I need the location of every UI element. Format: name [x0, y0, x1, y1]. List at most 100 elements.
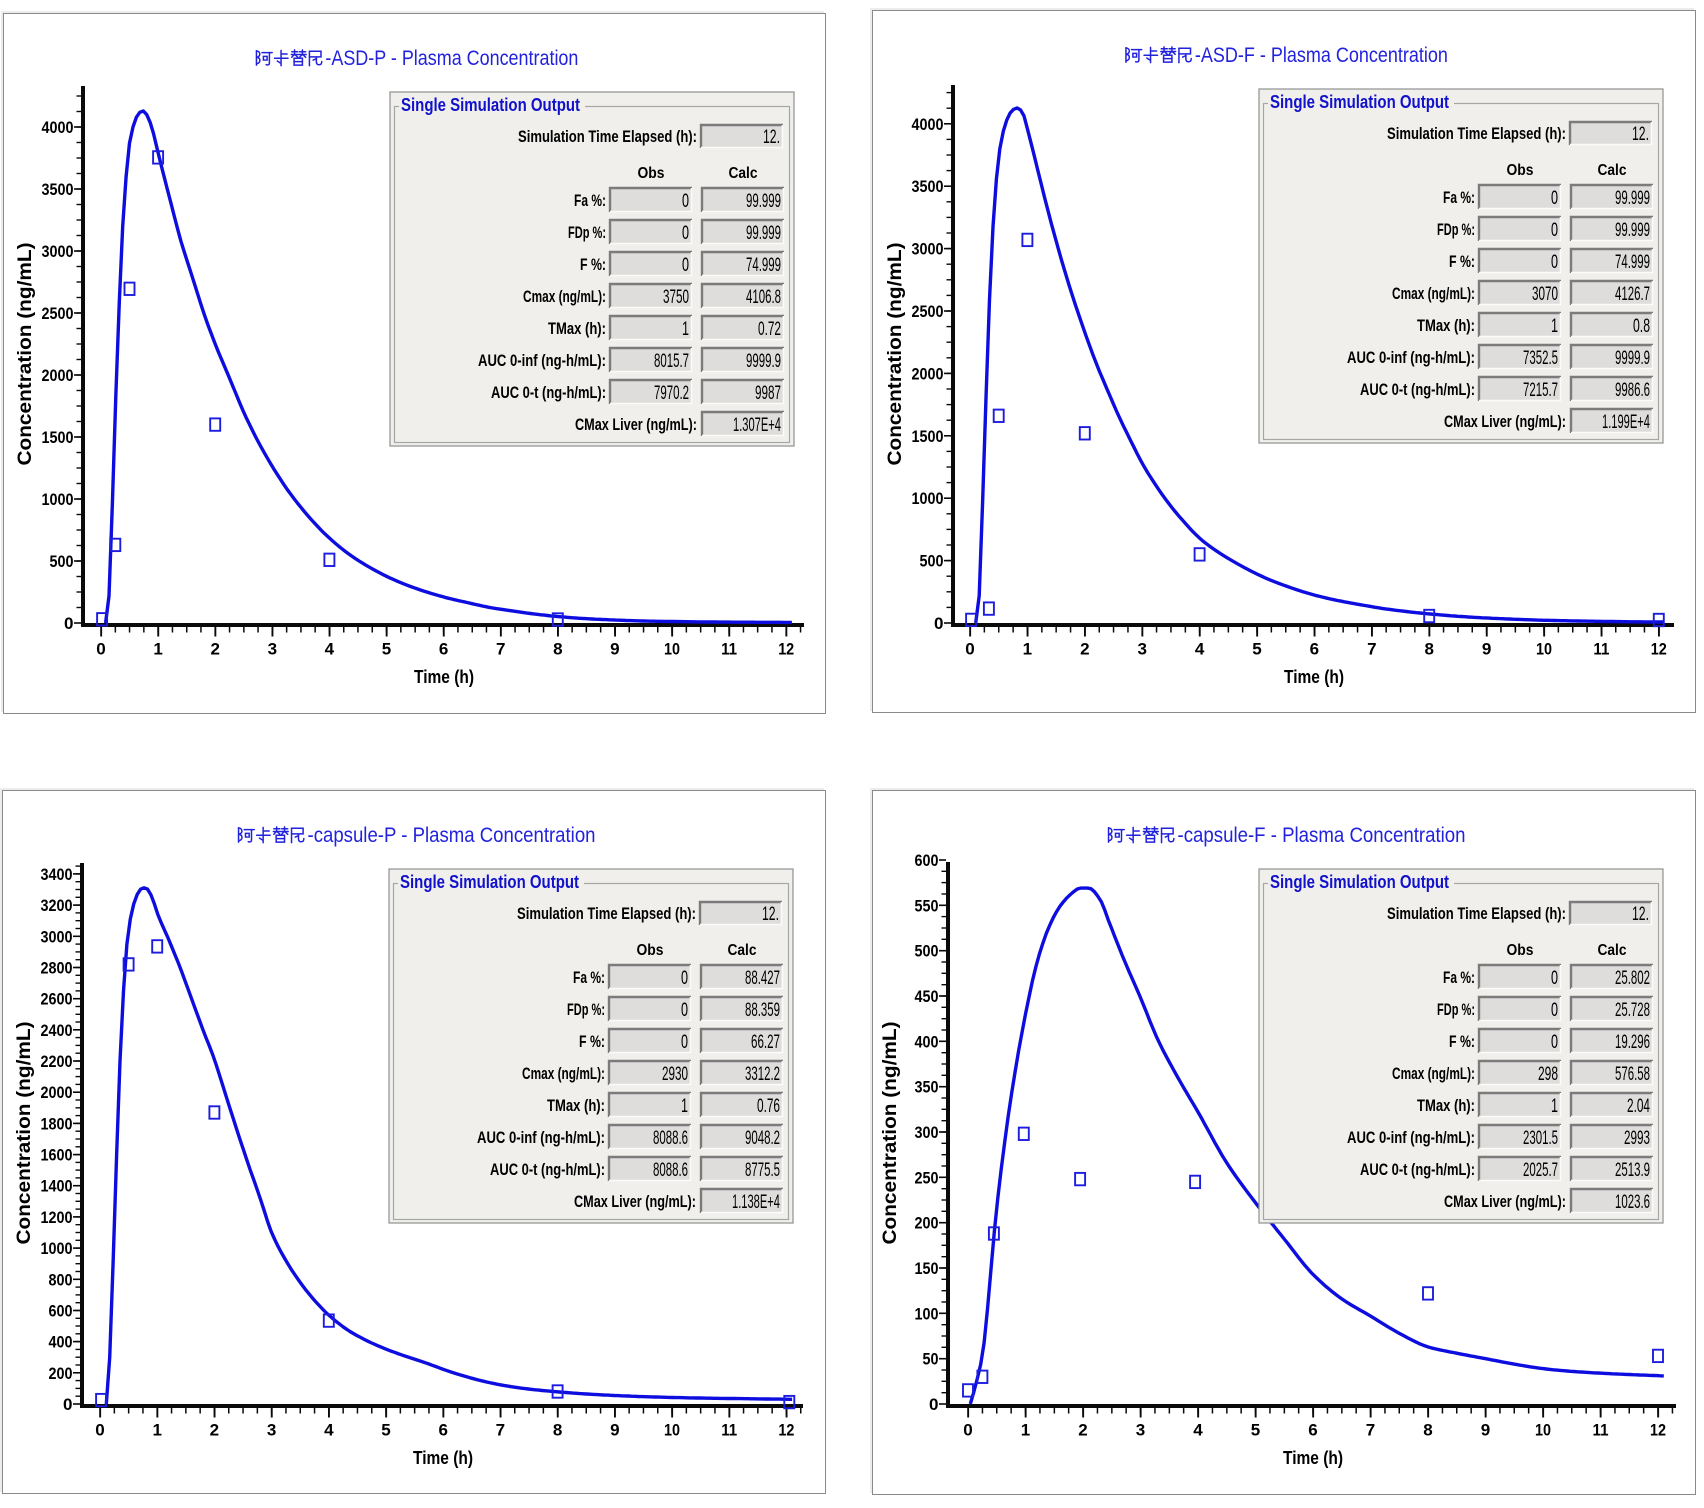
svg-text:0: 0: [682, 255, 689, 276]
svg-text:9999.9: 9999.9: [746, 351, 781, 372]
svg-text:9: 9: [610, 640, 619, 659]
svg-text:2.04: 2.04: [1627, 1096, 1650, 1117]
svg-text:3312.2: 3312.2: [745, 1064, 780, 1085]
svg-text:0: 0: [1551, 220, 1558, 241]
svg-text:0: 0: [1551, 1032, 1558, 1053]
svg-text:1: 1: [681, 1096, 688, 1117]
svg-text:100: 100: [915, 1304, 939, 1323]
svg-text:4: 4: [1193, 1421, 1203, 1440]
svg-text:F %:: F %:: [1449, 252, 1475, 271]
svg-text:8015.7: 8015.7: [654, 351, 689, 372]
svg-text:2500: 2500: [42, 304, 74, 323]
svg-text:Calc: Calc: [729, 165, 758, 182]
svg-text:1400: 1400: [41, 1177, 73, 1196]
svg-text:1: 1: [1023, 640, 1032, 659]
svg-text:300: 300: [915, 1123, 939, 1142]
svg-text:Fa %:: Fa %:: [573, 968, 605, 987]
svg-text:50: 50: [923, 1350, 939, 1369]
svg-text:1800: 1800: [41, 1114, 73, 1133]
svg-text:Fa %:: Fa %:: [574, 191, 606, 210]
svg-text:Obs: Obs: [1507, 942, 1534, 959]
svg-text:CMax Liver (ng/mL):: CMax Liver (ng/mL):: [1444, 1192, 1566, 1211]
svg-text:150: 150: [915, 1259, 939, 1278]
svg-text:Calc: Calc: [1598, 942, 1627, 959]
svg-text:AUC 0-t (ng-h/mL):: AUC 0-t (ng-h/mL):: [490, 1160, 605, 1179]
svg-text:FDp %:: FDp %:: [567, 1000, 605, 1019]
svg-text:Calc: Calc: [1598, 162, 1627, 179]
svg-text:3: 3: [268, 640, 277, 659]
svg-text:74.999: 74.999: [1615, 252, 1650, 273]
svg-text:1000: 1000: [912, 489, 944, 508]
svg-text:3070: 3070: [1532, 284, 1558, 305]
svg-text:99.999: 99.999: [746, 223, 781, 244]
svg-text:-ASD-P - Plasma Concentration: -ASD-P - Plasma Concentration: [325, 47, 578, 70]
svg-text:AUC 0-inf (ng-h/mL):: AUC 0-inf (ng-h/mL):: [1347, 1128, 1475, 1147]
svg-text:1: 1: [682, 319, 689, 340]
svg-text:3500: 3500: [912, 177, 944, 196]
svg-text:600: 600: [49, 1302, 73, 1321]
svg-text:3: 3: [267, 1421, 276, 1440]
svg-text:11: 11: [721, 640, 737, 659]
svg-text:1200: 1200: [41, 1208, 73, 1227]
svg-text:-capsule-F - Plasma Concentrat: -capsule-F - Plasma Concentration: [1178, 824, 1466, 847]
svg-text:3400: 3400: [41, 865, 73, 884]
svg-text:2: 2: [210, 1421, 219, 1440]
svg-text:4000: 4000: [42, 118, 74, 137]
svg-text:12: 12: [778, 1421, 794, 1440]
svg-text:-capsule-P - Plasma Concentrat: -capsule-P - Plasma Concentration: [308, 824, 596, 847]
svg-text:0: 0: [1551, 252, 1558, 273]
svg-text:4: 4: [325, 640, 335, 659]
svg-text:FDp %:: FDp %:: [1437, 1000, 1475, 1019]
svg-text:7: 7: [1367, 640, 1376, 659]
svg-text:99.999: 99.999: [746, 191, 781, 212]
svg-text:0: 0: [95, 1421, 104, 1440]
svg-text:TMax (h):: TMax (h):: [1417, 316, 1475, 335]
svg-text:Concentration (ng/mL): Concentration (ng/mL): [880, 1022, 901, 1245]
svg-text:3750: 3750: [663, 287, 689, 308]
svg-text:1: 1: [1551, 1096, 1558, 1117]
svg-text:0: 0: [929, 1395, 938, 1414]
svg-text:2000: 2000: [41, 1083, 73, 1102]
svg-text:Simulation Time Elapsed (h):: Simulation Time Elapsed (h):: [518, 127, 697, 146]
svg-text:88.359: 88.359: [745, 1000, 780, 1021]
svg-text:Simulation Time Elapsed (h):: Simulation Time Elapsed (h):: [1387, 904, 1566, 923]
svg-text:Time (h): Time (h): [413, 1448, 473, 1468]
svg-text:12.: 12.: [1632, 124, 1649, 145]
svg-text:500: 500: [920, 552, 944, 571]
svg-text:1600: 1600: [41, 1146, 73, 1165]
svg-text:AUC 0-inf (ng-h/mL):: AUC 0-inf (ng-h/mL):: [477, 1128, 605, 1147]
svg-text:99.999: 99.999: [1615, 220, 1650, 241]
svg-text:TMax (h):: TMax (h):: [548, 319, 606, 338]
svg-text:0: 0: [963, 1421, 972, 1440]
svg-text:5: 5: [1251, 1421, 1260, 1440]
svg-text:AUC 0-t (ng-h/mL):: AUC 0-t (ng-h/mL):: [491, 383, 606, 402]
svg-text:Concentration (ng/mL): Concentration (ng/mL): [885, 243, 906, 466]
svg-text:1500: 1500: [42, 428, 74, 447]
svg-text:8088.6: 8088.6: [653, 1160, 688, 1181]
svg-text:4000: 4000: [912, 115, 944, 134]
svg-text:200: 200: [49, 1364, 73, 1383]
svg-text:AUC 0-t (ng-h/mL):: AUC 0-t (ng-h/mL):: [1360, 380, 1475, 399]
svg-text:250: 250: [915, 1168, 939, 1187]
svg-text:3: 3: [1136, 1421, 1145, 1440]
svg-text:2025.7: 2025.7: [1523, 1160, 1558, 1181]
svg-text:200: 200: [915, 1214, 939, 1233]
svg-text:25.728: 25.728: [1615, 1000, 1650, 1021]
svg-text:3000: 3000: [912, 240, 944, 259]
svg-text:12.: 12.: [763, 127, 780, 148]
svg-text:CMax Liver (ng/mL):: CMax Liver (ng/mL):: [575, 415, 697, 434]
svg-text:12: 12: [1650, 1421, 1666, 1440]
svg-text:0: 0: [681, 1032, 688, 1053]
svg-text:8088.6: 8088.6: [653, 1128, 688, 1149]
svg-text:TMax (h):: TMax (h):: [547, 1096, 605, 1115]
svg-text:4126.7: 4126.7: [1615, 284, 1650, 305]
svg-text:1.138E+4: 1.138E+4: [732, 1192, 780, 1213]
svg-text:10: 10: [1536, 640, 1552, 659]
svg-text:3000: 3000: [42, 242, 74, 261]
svg-text:F %:: F %:: [1449, 1032, 1475, 1051]
svg-text:1.199E+4: 1.199E+4: [1602, 412, 1650, 433]
svg-text:11: 11: [721, 1421, 737, 1440]
svg-text:9987: 9987: [755, 383, 781, 404]
svg-text:1000: 1000: [41, 1239, 73, 1258]
svg-text:0.72: 0.72: [758, 319, 781, 340]
